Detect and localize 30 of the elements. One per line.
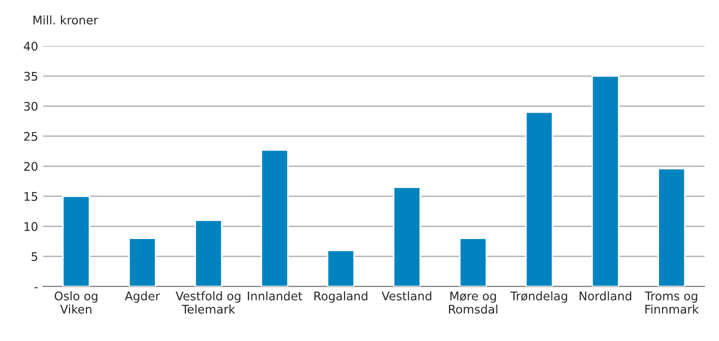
bar: [459, 238, 488, 286]
y-tick-label: 10: [24, 222, 38, 231]
bar: [525, 111, 554, 286]
bar: [260, 149, 289, 286]
y-tick-label: -: [34, 287, 38, 288]
bar: [62, 196, 90, 286]
x-tick-label: Oslo og Viken: [54, 291, 98, 314]
x-tick-label: Rogaland: [314, 291, 368, 303]
bar: [393, 186, 421, 286]
x-tick-label: Troms og Finnmark: [644, 292, 699, 314]
bar: [658, 168, 686, 286]
x-tick-label: Innlandet: [248, 291, 302, 300]
y-tick-label: 5: [32, 252, 38, 262]
y-tick-label: 35: [24, 72, 38, 81]
y-tick-label: 40: [24, 42, 38, 51]
bar: [128, 238, 156, 286]
x-tick-label: Nordland: [580, 291, 632, 300]
x-tick-label: Trøndelag: [510, 291, 568, 303]
x-tick-label: Vestland: [382, 291, 432, 300]
y-tick-label: 20: [24, 162, 38, 171]
y-tick-label: 15: [24, 192, 38, 201]
y-tick-label: 25: [24, 132, 38, 141]
x-tick-label: Agder: [124, 291, 160, 303]
x-tick-label: Vestfold og Telemark: [176, 291, 240, 314]
bar: [326, 250, 355, 286]
bar: [194, 220, 222, 286]
x-tick-label: Møre og Romsdal: [448, 292, 498, 314]
y-axis-title: Mill. kroner: [34, 15, 98, 24]
bar: [591, 75, 620, 286]
y-tick-label: 30: [24, 102, 38, 111]
